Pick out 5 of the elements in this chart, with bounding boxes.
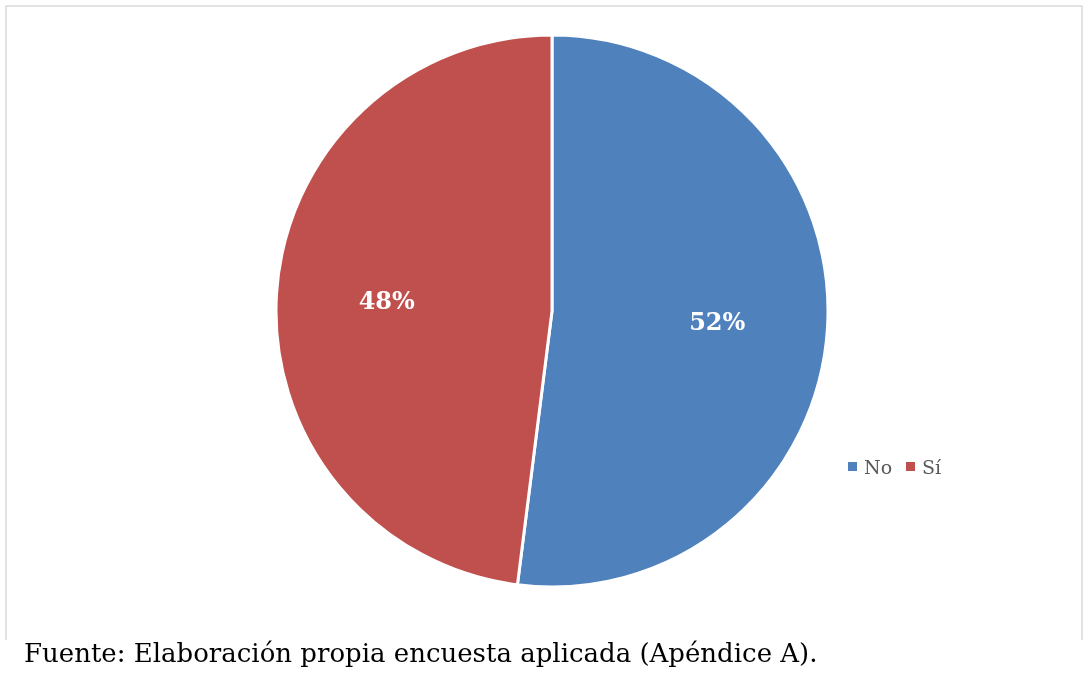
source-note: Fuente: Elaboración propia encuesta aplicada (Apéndice A). bbox=[24, 638, 818, 668]
data-label: 52% bbox=[689, 306, 746, 336]
legend-label: No bbox=[864, 456, 893, 478]
legend-label: Sí bbox=[922, 456, 943, 478]
data-label: 48% bbox=[358, 286, 416, 316]
